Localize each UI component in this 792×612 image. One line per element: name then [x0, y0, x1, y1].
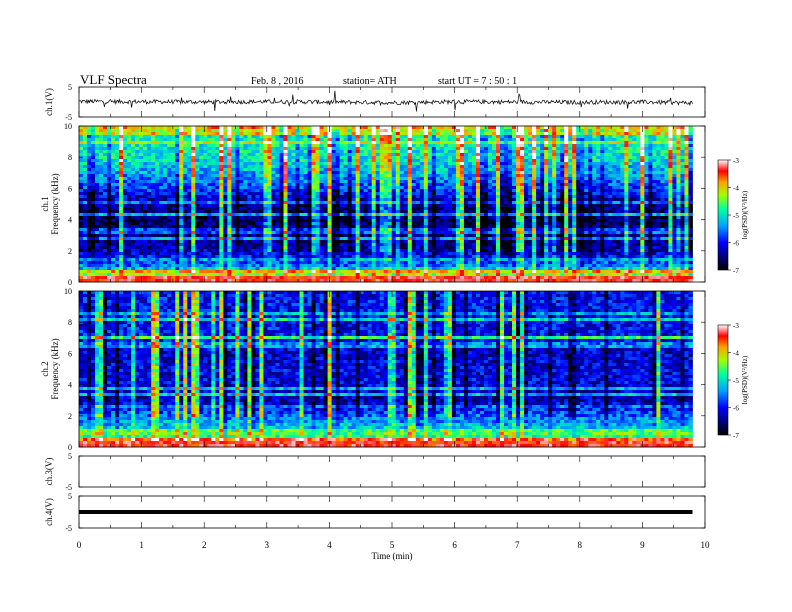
y-tick-label: -5: [65, 524, 72, 533]
colorbar: [717, 159, 729, 271]
colorbar-tick-label: -3: [733, 157, 739, 165]
y-tick-label: -5: [65, 483, 72, 492]
y-tick-label: -5: [65, 113, 72, 122]
spectrogram-ch2: [79, 291, 693, 448]
ch1-voltage-line: [78, 90, 693, 112]
y-axis-label: Frequency (kHz): [50, 338, 60, 399]
y-axis-label: Frequency (kHz): [50, 173, 60, 234]
colorbar-tick-label: -5: [733, 212, 739, 220]
x-tick-label: 1: [139, 540, 144, 550]
y-tick-label: 10: [64, 287, 72, 296]
x-tick-label: 4: [327, 540, 332, 550]
colorbar-tick-label: -6: [733, 405, 739, 413]
waveform-trace: [78, 90, 693, 112]
y-tick-label: 2: [68, 412, 72, 421]
x-tick-label: 3: [265, 540, 270, 550]
y-tick-label: 5: [68, 83, 72, 92]
figure-title: VLF Spectra: [80, 72, 147, 87]
x-axis-label: Time (min): [372, 551, 413, 561]
x-tick-label: 6: [452, 540, 457, 550]
colorbar-label: log(PSD)(V²/Hz): [741, 190, 749, 239]
y-tick-label: 6: [68, 349, 72, 358]
colorbar-tick-label: -4: [733, 350, 739, 358]
colorbar-tick-label: -3: [733, 322, 739, 330]
x-tick-label: 2: [202, 540, 207, 550]
y-tick-label: 10: [64, 122, 72, 131]
start-time-label: start UT = 7 : 50 : 1: [438, 76, 518, 87]
y-tick-label: 0: [68, 443, 72, 452]
y-tick-label: 2: [68, 247, 72, 256]
y-tick-label: 6: [68, 184, 72, 193]
x-tick-label: 10: [701, 540, 711, 550]
station-label: station= ATH: [343, 76, 397, 87]
colorbar-tick-label: -7: [733, 267, 739, 275]
y-axis-label: ch.2: [40, 361, 50, 376]
colorbar-label: log(PSD)(V²/Hz): [741, 355, 749, 404]
y-tick-label: 8: [68, 153, 72, 162]
x-tick-label: 5: [390, 540, 395, 550]
y-axis-label: ch.3(V): [44, 458, 54, 486]
y-tick-label: 5: [68, 452, 72, 461]
y-axis-label: ch.1: [40, 196, 50, 211]
colorbar: [717, 324, 729, 436]
y-tick-label: 4: [68, 381, 72, 390]
spectrogram-ch1: [79, 126, 693, 283]
date-label: Feb. 8 , 2016: [251, 76, 304, 87]
x-tick-label: 8: [578, 540, 583, 550]
colorbar-tick-label: -7: [733, 432, 739, 440]
y-axis-label: ch.1(V): [44, 88, 54, 116]
x-tick-label: 0: [77, 540, 82, 550]
colorbar-tick-label: -6: [733, 240, 739, 248]
y-tick-label: 0: [68, 278, 72, 287]
y-axis-label: ch.4(V): [44, 498, 54, 526]
y-tick-label: 5: [68, 492, 72, 501]
colorbar-tick-label: -5: [733, 377, 739, 385]
x-tick-label: 7: [515, 540, 520, 550]
x-tick-label: 9: [640, 540, 645, 550]
y-tick-label: 4: [68, 216, 72, 225]
y-tick-label: 8: [68, 318, 72, 327]
colorbar-tick-label: -4: [733, 185, 739, 193]
